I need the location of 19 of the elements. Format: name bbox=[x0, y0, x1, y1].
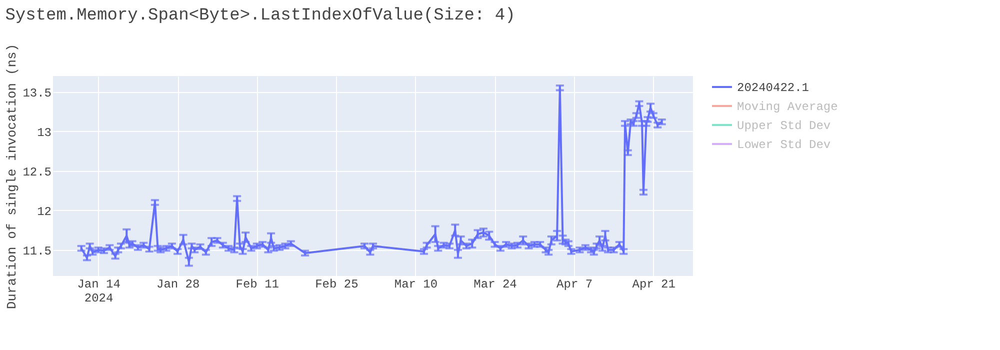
legend-label: Upper Std Dev bbox=[737, 119, 831, 133]
x-tick-label: Mar 24 bbox=[474, 278, 517, 292]
y-tick-label: 12 bbox=[37, 204, 52, 219]
chart-title: System.Memory.Span<Byte>.LastIndexOfValue(Size: 4) bbox=[5, 6, 516, 26]
x-tick-label: Apr 21 bbox=[632, 278, 676, 292]
x-tick-label: Feb 11 bbox=[236, 278, 280, 292]
legend-label: Lower Std Dev bbox=[737, 138, 831, 152]
y-tick-label: 13 bbox=[37, 126, 52, 140]
x-tick-label: Feb 25 bbox=[315, 278, 358, 292]
y-tick-label: 12.5 bbox=[22, 165, 52, 180]
y-axis-title: Duration of single invocation (ns) bbox=[4, 44, 20, 310]
x-tick-label: Mar 10 bbox=[394, 278, 438, 292]
x-tick-label: Apr 7 bbox=[556, 278, 593, 292]
x-tick-label: Jan 14 2024 bbox=[77, 278, 120, 306]
y-tick-label: 13.5 bbox=[22, 86, 52, 100]
legend-label: 20240422.1 bbox=[737, 81, 810, 95]
x-tick-label: Jan 28 bbox=[156, 278, 200, 292]
legend-label: Moving Average bbox=[737, 100, 838, 114]
y-tick-label: 11.5 bbox=[22, 244, 52, 258]
